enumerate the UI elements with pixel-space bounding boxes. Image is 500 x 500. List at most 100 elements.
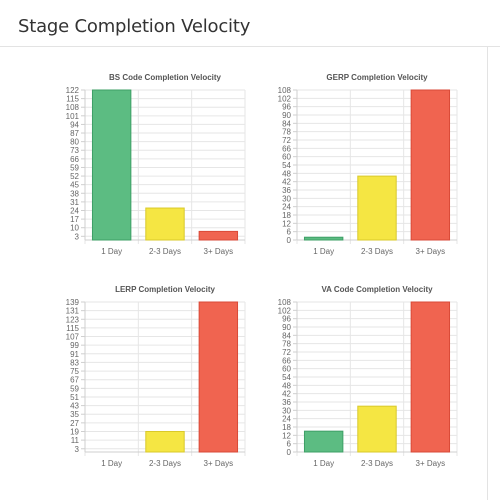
y-tick-label: 24 xyxy=(70,206,79,215)
y-tick-label: 115 xyxy=(66,95,79,104)
y-tick-label: 80 xyxy=(70,138,79,147)
y-tick-label: 42 xyxy=(282,390,291,399)
va-code-completion-chart: VA Code Completion Velocity0612182430364… xyxy=(278,285,458,468)
y-tick-label: 96 xyxy=(282,315,291,324)
bar-1-day xyxy=(91,89,132,241)
chart-title: VA Code Completion Velocity xyxy=(321,285,433,294)
y-tick-label: 84 xyxy=(282,119,291,128)
y-tick-label: 0 xyxy=(287,448,292,457)
chart-title: BS Code Completion Velocity xyxy=(109,73,222,82)
y-tick-label: 122 xyxy=(66,86,80,95)
x-tick-label: 2-3 Days xyxy=(361,459,393,468)
bar-1-day xyxy=(303,236,344,241)
y-tick-label: 139 xyxy=(66,298,80,307)
y-tick-label: 54 xyxy=(282,161,291,170)
y-tick-label: 6 xyxy=(287,440,292,449)
y-tick-label: 96 xyxy=(282,103,291,112)
y-tick-label: 78 xyxy=(282,340,291,349)
bar-2-3-days xyxy=(145,430,185,453)
y-tick-label: 52 xyxy=(70,172,79,181)
y-tick-label: 78 xyxy=(282,128,291,137)
y-tick-label: 30 xyxy=(282,194,291,203)
x-tick-label: 3+ Days xyxy=(416,247,446,256)
y-tick-label: 12 xyxy=(282,219,291,228)
y-tick-label: 19 xyxy=(70,427,79,436)
y-tick-label: 30 xyxy=(282,406,291,415)
y-tick-label: 91 xyxy=(70,350,79,359)
y-tick-label: 66 xyxy=(70,155,79,164)
y-tick-label: 3 xyxy=(75,232,80,241)
x-tick-label: 2-3 Days xyxy=(361,247,393,256)
y-tick-label: 101 xyxy=(66,112,80,121)
y-tick-label: 12 xyxy=(282,431,291,440)
y-tick-label: 3 xyxy=(75,445,80,454)
x-tick-label: 2-3 Days xyxy=(149,459,181,468)
y-tick-label: 102 xyxy=(278,94,292,103)
y-tick-label: 6 xyxy=(287,228,292,237)
y-tick-label: 59 xyxy=(70,384,79,393)
bs-code-completion-chart: BS Code Completion Velocity 3101724313845… xyxy=(66,73,246,256)
x-tick-label: 1 Day xyxy=(101,247,122,256)
y-tick-label: 73 xyxy=(70,146,79,155)
bar-2-3-days xyxy=(145,207,185,241)
y-tick-label: 17 xyxy=(70,215,79,224)
y-tick-label: 18 xyxy=(282,211,291,220)
chart-title: GERP Completion Velocity xyxy=(326,73,428,82)
x-tick-label: 3+ Days xyxy=(416,459,446,468)
bar-3-days xyxy=(198,301,239,453)
y-tick-label: 108 xyxy=(278,86,292,95)
page-title: Stage Completion Velocity xyxy=(18,16,251,37)
y-tick-label: 115 xyxy=(66,324,79,333)
y-tick-label: 102 xyxy=(278,306,292,315)
y-tick-label: 45 xyxy=(70,181,79,190)
y-tick-label: 60 xyxy=(282,153,291,162)
y-tick-label: 24 xyxy=(282,415,291,424)
y-tick-label: 90 xyxy=(282,323,291,332)
y-tick-label: 123 xyxy=(66,315,80,324)
y-tick-label: 27 xyxy=(70,419,79,428)
y-tick-label: 60 xyxy=(282,365,291,374)
y-tick-label: 48 xyxy=(282,169,291,178)
y-tick-label: 72 xyxy=(282,348,291,357)
x-tick-label: 1 Day xyxy=(313,459,334,468)
bar-3-days xyxy=(198,230,239,241)
y-tick-label: 107 xyxy=(66,333,80,342)
y-tick-label: 31 xyxy=(70,198,79,207)
chart-title: LERP Completion Velocity xyxy=(115,285,215,294)
y-tick-label: 51 xyxy=(70,393,79,402)
bar-3-days xyxy=(410,301,451,453)
y-tick-label: 108 xyxy=(278,298,292,307)
y-tick-label: 36 xyxy=(282,186,291,195)
y-tick-label: 84 xyxy=(282,331,291,340)
y-tick-label: 38 xyxy=(70,189,79,198)
y-tick-label: 94 xyxy=(70,120,79,129)
lerp-completion-chart: LERP Completion Velocity 3111927354351596… xyxy=(66,285,246,468)
y-tick-label: 36 xyxy=(282,398,291,407)
x-tick-label: 2-3 Days xyxy=(149,247,181,256)
y-tick-label: 90 xyxy=(282,111,291,120)
y-tick-label: 48 xyxy=(282,381,291,390)
y-tick-label: 99 xyxy=(70,341,79,350)
y-tick-label: 11 xyxy=(71,436,80,445)
y-tick-label: 43 xyxy=(70,402,79,411)
y-tick-label: 131 xyxy=(66,307,80,316)
y-tick-label: 66 xyxy=(282,144,291,153)
y-tick-label: 66 xyxy=(282,356,291,365)
y-tick-label: 35 xyxy=(70,410,79,419)
bar-2-3-days xyxy=(357,175,397,241)
y-tick-label: 59 xyxy=(70,163,79,172)
x-tick-label: 1 Day xyxy=(313,247,334,256)
bar-3-days xyxy=(410,89,451,241)
y-tick-label: 10 xyxy=(70,224,79,233)
bar-1-day xyxy=(303,430,344,453)
bar-2-3-days xyxy=(357,405,397,453)
y-tick-label: 0 xyxy=(287,236,292,245)
title-divider xyxy=(0,46,500,47)
y-tick-label: 72 xyxy=(282,136,291,145)
y-tick-label: 67 xyxy=(70,376,79,385)
y-tick-label: 54 xyxy=(282,373,291,382)
y-tick-label: 108 xyxy=(66,103,80,112)
x-tick-label: 1 Day xyxy=(101,459,122,468)
y-tick-label: 75 xyxy=(70,367,79,376)
